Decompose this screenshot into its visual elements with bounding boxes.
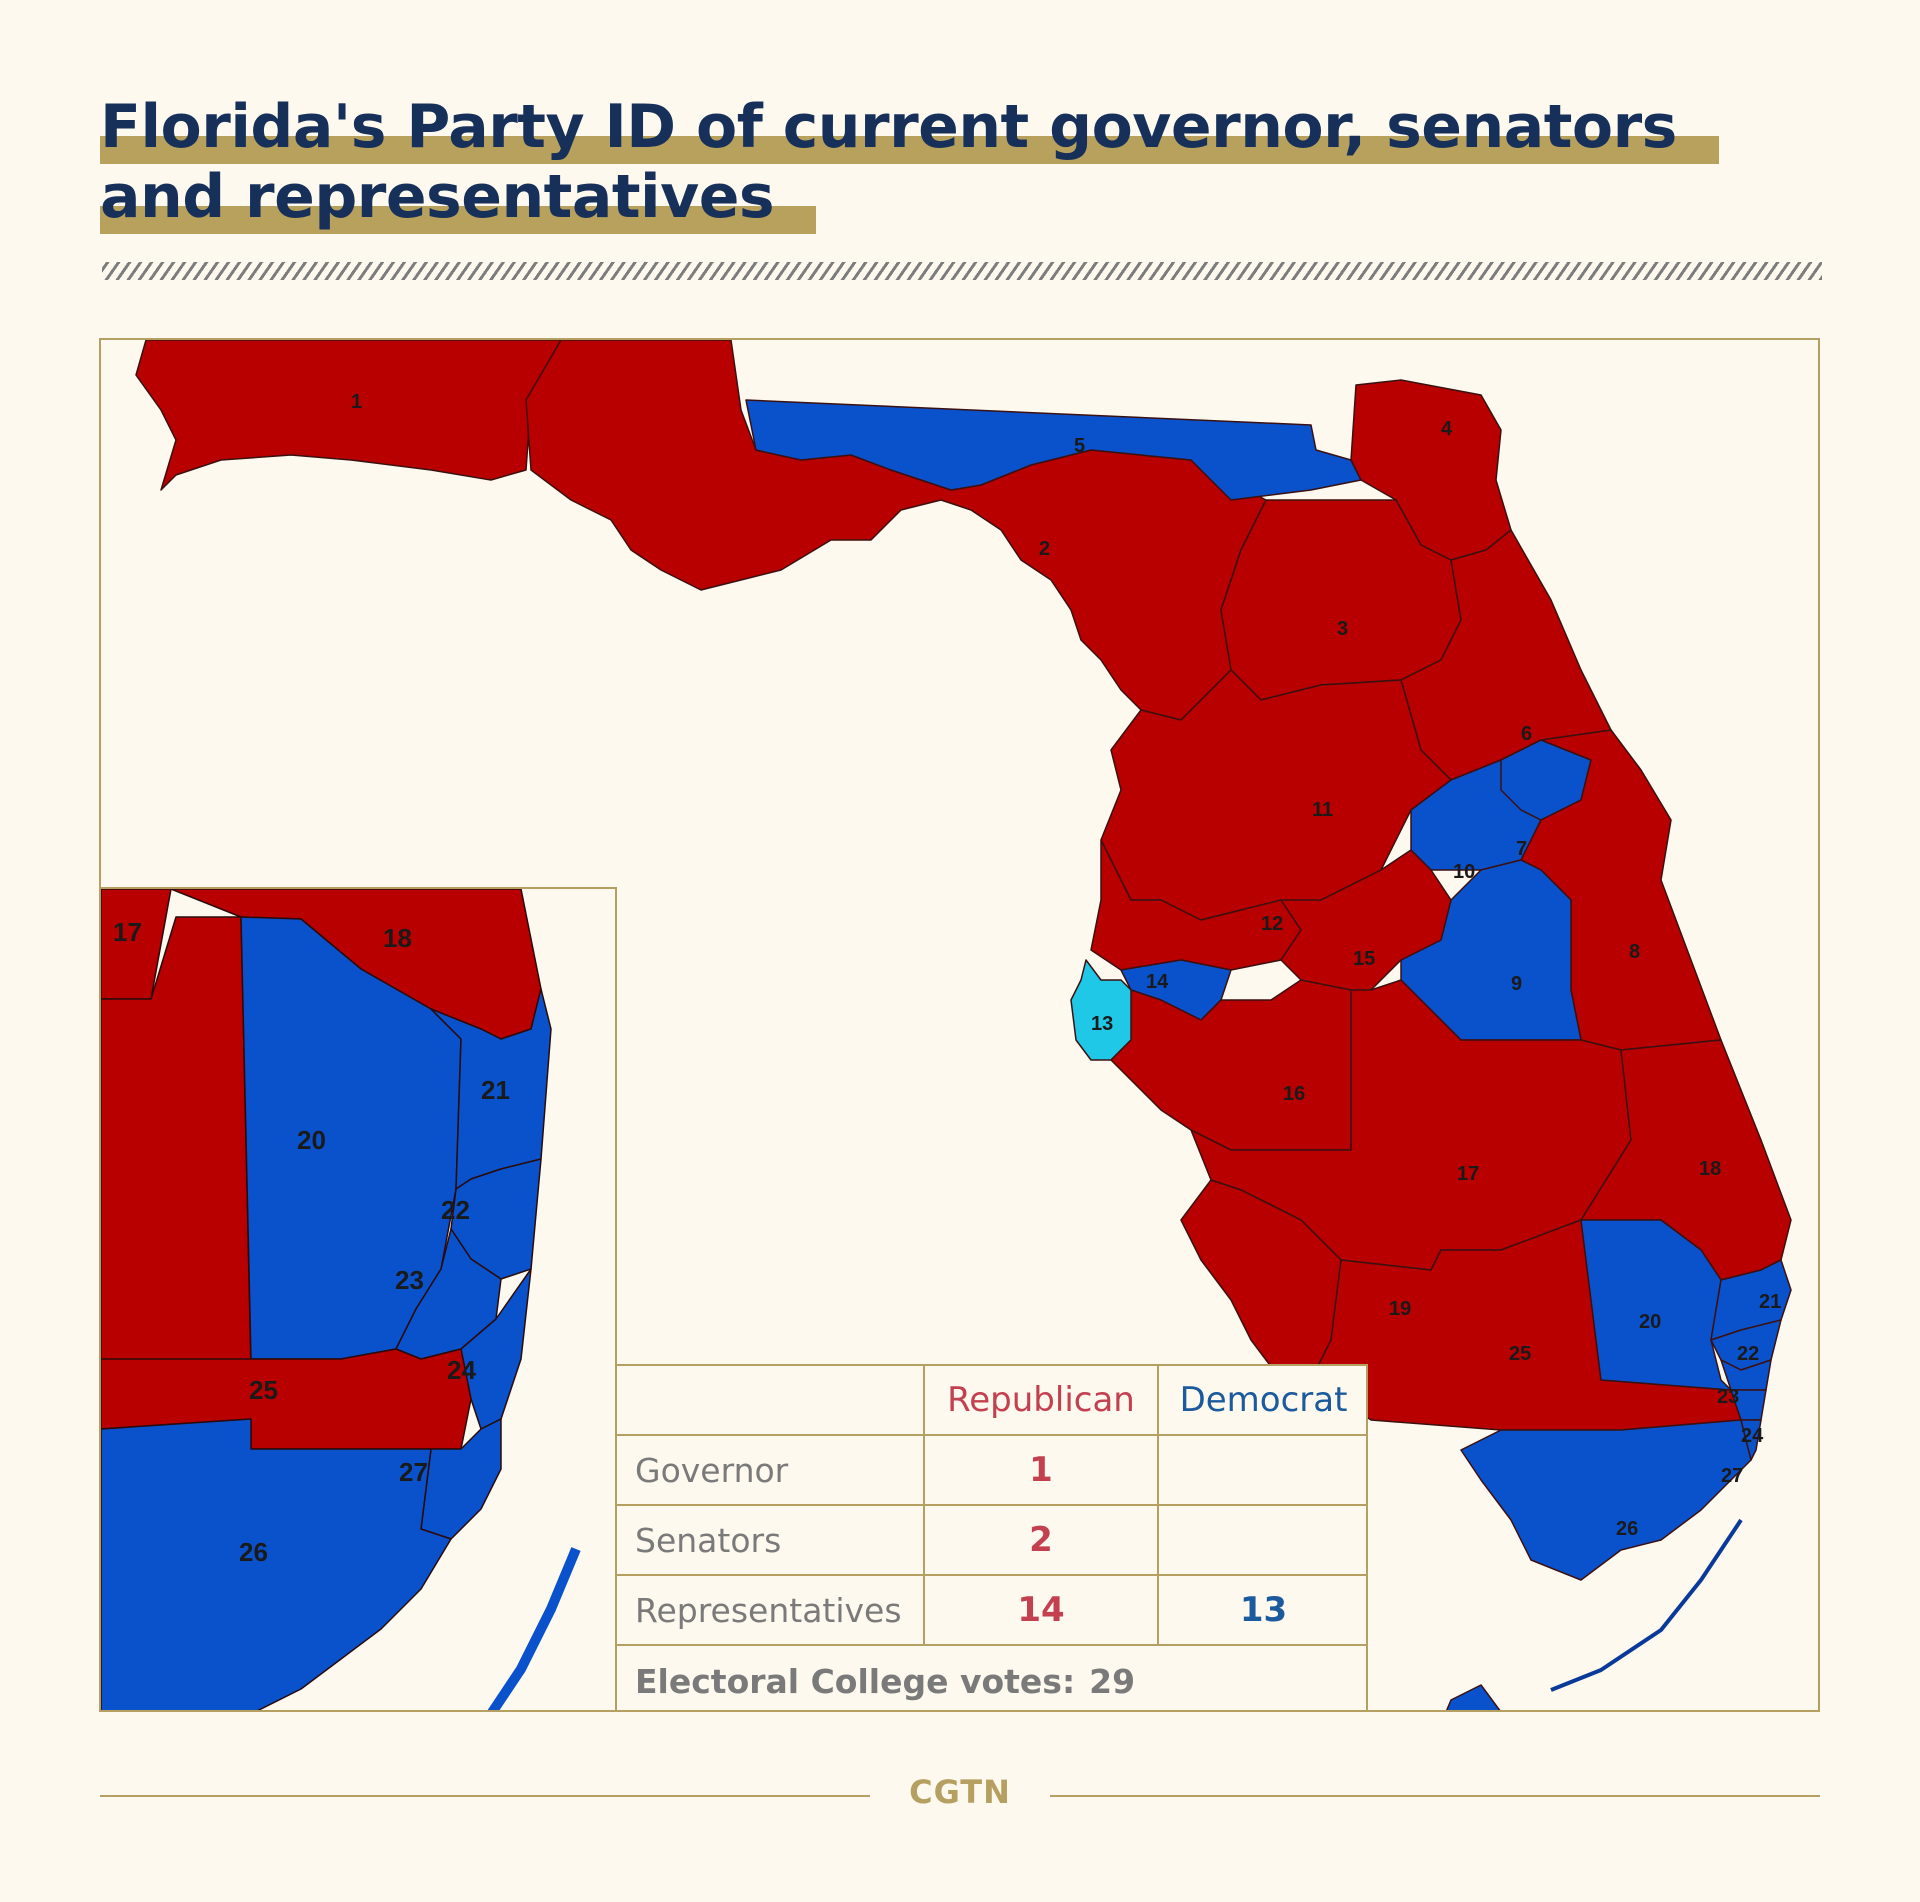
row-label-representatives: Representatives <box>635 1590 902 1630</box>
district-label-9: 9 <box>1511 973 1522 995</box>
inset-label-23: 23 <box>395 1265 424 1295</box>
district-label-2: 2 <box>1039 538 1050 560</box>
inset-district-26 <box>101 1418 452 1710</box>
district-label-23: 23 <box>1717 1386 1739 1408</box>
district-label-19: 19 <box>1389 1298 1411 1320</box>
footer-line-left <box>100 1795 870 1797</box>
table-header-row: Republican Democrat <box>617 1366 1366 1436</box>
inset-label-18: 18 <box>383 923 412 953</box>
district-label-14: 14 <box>1146 971 1169 993</box>
district-1 <box>135 340 562 491</box>
inset-keys <box>487 1547 581 1710</box>
district-label-25: 25 <box>1509 1343 1531 1365</box>
cgtn-logo: CGTN <box>909 1773 1011 1811</box>
page-title: Florida's Party ID of current governor, … <box>100 92 1719 234</box>
district-2 <box>525 340 1267 721</box>
senators-republican: 2 <box>1029 1520 1053 1560</box>
inset-label-24: 24 <box>447 1355 476 1385</box>
florida-keys <box>1550 1518 1743 1692</box>
district-label-24: 24 <box>1741 1425 1764 1447</box>
district-label-21: 21 <box>1759 1291 1781 1313</box>
district-label-17: 17 <box>1457 1163 1479 1185</box>
district-label-16: 16 <box>1283 1083 1305 1105</box>
inset-map-svg: 17 18 20 21 22 23 24 25 26 27 <box>101 889 581 1710</box>
inset-district-24 <box>460 1268 532 1430</box>
district-5 <box>745 399 1362 501</box>
district-label-5: 5 <box>1074 435 1085 457</box>
district-label-4: 4 <box>1441 418 1453 440</box>
florida-map-svg: 1 2 3 4 5 6 7 8 9 10 11 12 13 14 15 16 1… <box>135 340 1792 1710</box>
title-line-1: Florida's Party ID of current governor, … <box>100 92 1719 164</box>
electoral-value: 29 <box>1089 1661 1136 1701</box>
inset-district-21 <box>430 988 552 1190</box>
inset-label-20: 20 <box>297 1125 326 1155</box>
district-label-3: 3 <box>1337 618 1348 640</box>
district-label-22: 22 <box>1737 1343 1759 1365</box>
district-23 <box>1720 1359 1772 1391</box>
hatched-divider <box>102 262 1822 280</box>
representatives-republican: 14 <box>1017 1590 1065 1630</box>
district-27 <box>1740 1419 1762 1461</box>
district-label-15: 15 <box>1353 948 1375 970</box>
governor-republican: 1 <box>1029 1450 1053 1490</box>
electoral-label: Electoral College votes: <box>635 1661 1076 1701</box>
header-republican: Republican <box>947 1380 1135 1420</box>
party-table: Republican Democrat Governor 1 Senators … <box>615 1364 1368 1710</box>
table-row: Governor 1 <box>617 1436 1366 1506</box>
florida-district-map: 1 2 3 4 5 6 7 8 9 10 11 12 13 14 15 16 1… <box>99 338 1820 1712</box>
south-florida-inset: 17 18 20 21 22 23 24 25 26 27 <box>101 887 617 1710</box>
district-label-10: 10 <box>1453 861 1475 883</box>
table-row: Representatives 14 13 <box>617 1576 1366 1646</box>
district-label-20: 20 <box>1639 1311 1661 1333</box>
inset-label-27: 27 <box>399 1457 428 1487</box>
district-label-8: 8 <box>1629 941 1640 963</box>
district-15 <box>1280 849 1452 991</box>
district-label-18: 18 <box>1699 1158 1721 1180</box>
district-label-7: 7 <box>1516 838 1527 860</box>
district-label-26: 26 <box>1616 1518 1638 1540</box>
district-label-6: 6 <box>1521 723 1532 745</box>
footer-line-right <box>1050 1795 1820 1797</box>
inset-label-21: 21 <box>481 1075 510 1105</box>
district-label-11: 11 <box>1312 799 1333 821</box>
representatives-democrat: 13 <box>1239 1590 1288 1630</box>
keys-tail <box>1446 1684 1501 1710</box>
row-label-governor: Governor <box>635 1450 789 1490</box>
inset-label-26: 26 <box>239 1537 268 1567</box>
district-label-13: 13 <box>1091 1013 1113 1035</box>
header-democrat: Democrat <box>1179 1380 1348 1420</box>
inset-label-17: 17 <box>113 917 142 947</box>
district-label-12: 12 <box>1261 913 1283 935</box>
district-26 <box>1460 1419 1752 1581</box>
table-row: Senators 2 <box>617 1506 1366 1576</box>
district-label-27: 27 <box>1721 1465 1743 1487</box>
inset-label-22: 22 <box>441 1195 470 1225</box>
district-16 <box>1110 979 1352 1151</box>
district-label-1: 1 <box>351 391 362 413</box>
row-label-senators: Senators <box>635 1520 782 1560</box>
electoral-row: Electoral College votes: 29 <box>617 1646 1366 1710</box>
title-line-2: and representatives <box>100 162 817 234</box>
inset-label-25: 25 <box>249 1375 278 1405</box>
